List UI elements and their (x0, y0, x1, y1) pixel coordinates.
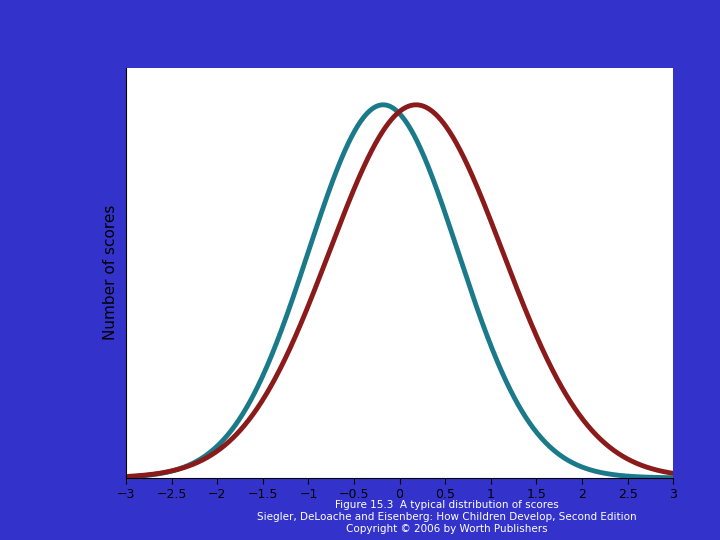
Text: Figure 15.3  A typical distribution of scores: Figure 15.3 A typical distribution of sc… (335, 500, 558, 510)
Text: Siegler, DeLoache and Eisenberg: How Children Develop, Second Edition: Siegler, DeLoache and Eisenberg: How Chi… (256, 512, 636, 522)
Y-axis label: Number of scores: Number of scores (103, 205, 117, 340)
Text: Copyright © 2006 by Worth Publishers: Copyright © 2006 by Worth Publishers (346, 524, 547, 535)
